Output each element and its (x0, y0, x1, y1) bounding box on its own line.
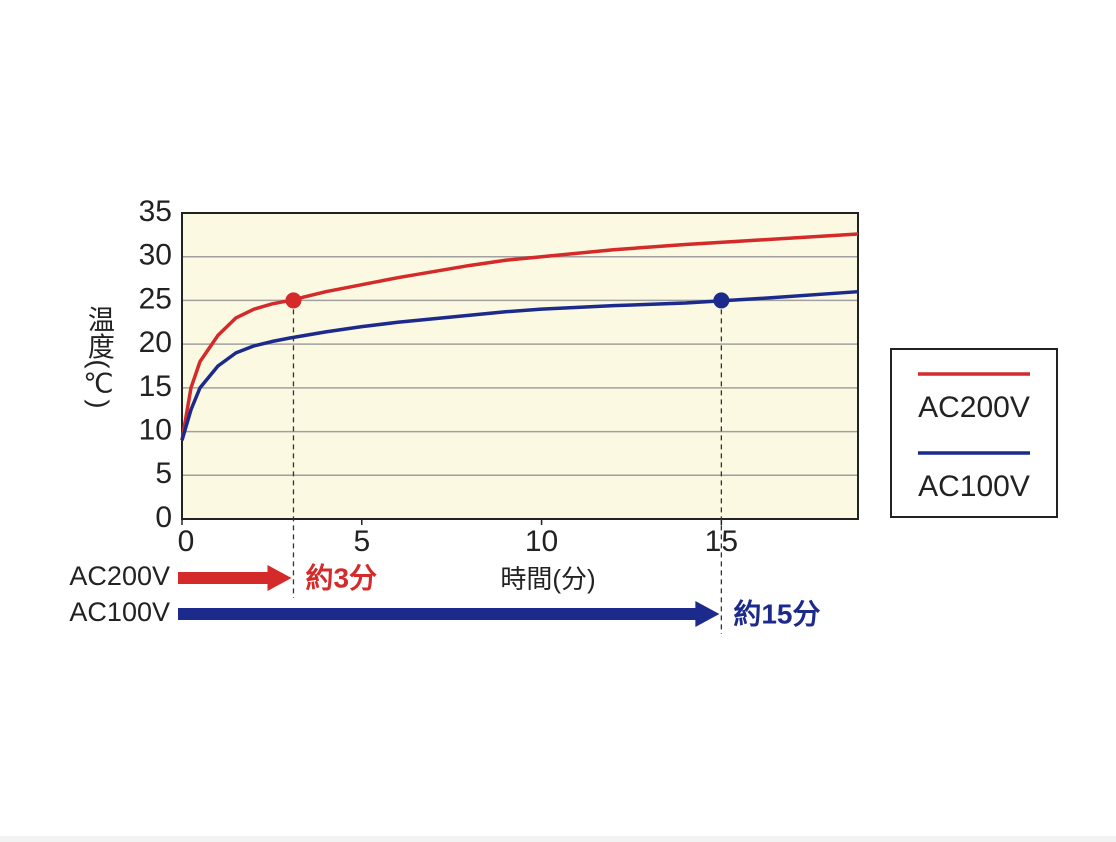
bottom-strip (0, 836, 1116, 842)
annotation-text: 約15分 (733, 597, 820, 629)
legend-box (890, 348, 1058, 518)
duration-arrow (178, 601, 720, 627)
y-tick-label: 35 (139, 195, 172, 228)
duration-arrow (178, 565, 292, 591)
highlight-point (285, 292, 302, 309)
x-axis-label: 時間(分) (500, 564, 595, 594)
annotation-text: 約3分 (305, 561, 377, 593)
y-axis-label: 温度(℃) (84, 306, 115, 409)
x-tick-label: 10 (525, 525, 558, 558)
y-tick-label: 15 (139, 370, 172, 403)
y-tick-label: 30 (139, 239, 172, 272)
legend-text: AC200V (918, 391, 1030, 424)
series-line (180, 232, 859, 441)
series-line (180, 289, 859, 441)
y-tick-label: 25 (139, 282, 172, 315)
x-tick-label: 5 (353, 525, 370, 558)
highlight-point (713, 292, 730, 309)
legend-text: AC100V (918, 470, 1030, 503)
y-tick-label: 20 (139, 326, 172, 359)
y-tick-label: 5 (155, 457, 172, 490)
y-tick-label: 10 (139, 413, 172, 446)
plot-area (182, 213, 858, 519)
y-tick-label: 0 (155, 501, 172, 534)
plot-frame (181, 212, 859, 520)
x-tick-label: 0 (178, 525, 195, 558)
series-row-label: AC100V (69, 597, 170, 627)
series-row-label: AC200V (69, 561, 170, 591)
